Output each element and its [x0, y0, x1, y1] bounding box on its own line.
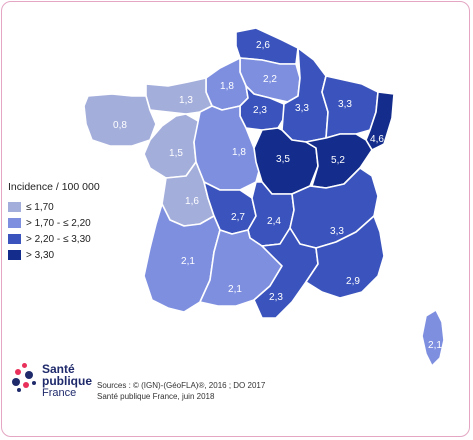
sources-note: Sources : © (IGN)-(GéoFLA)®, 2016 ; DO 2…: [97, 380, 265, 402]
logo-line3: France: [42, 387, 77, 399]
region-value-label: 1,8: [220, 81, 234, 92]
logo-line2: publique: [42, 374, 92, 388]
legend-label: > 3,30: [26, 249, 55, 261]
legend-item: > 2,20 - ≤ 3,30: [8, 231, 100, 247]
legend-swatch: [8, 250, 21, 260]
region-value-label: 2,6: [256, 40, 270, 51]
legend-item: > 1,70 - ≤ 2,20: [8, 215, 100, 231]
legend-item: ≤ 1,70: [8, 199, 100, 215]
legend-swatch: [8, 234, 21, 244]
region-value-label: 2,1: [228, 284, 242, 295]
region-lorraine: [321, 75, 379, 139]
legend-swatch: [8, 202, 21, 212]
region-value-label: 3,3: [330, 226, 344, 237]
region-value-label: 2,4: [267, 216, 281, 227]
region-value-label: 1,8: [232, 147, 246, 158]
region-value-label: 2,3: [269, 292, 283, 303]
region-value-label: 1,5: [169, 148, 183, 159]
region-value-label: 2,7: [231, 212, 245, 223]
region-value-label: 2,9: [346, 276, 360, 287]
legend-label: > 1,70 - ≤ 2,20: [26, 217, 91, 229]
logo-dots-icon: [12, 363, 38, 393]
region-languedoc-roussillon: [253, 227, 319, 319]
sante-publique-france-logo: Santé publique France: [12, 363, 92, 399]
region-value-label: 1,6: [185, 196, 199, 207]
region-value-label: 2,2: [263, 74, 277, 85]
legend: Incidence / 100 000 ≤ 1,70 > 1,70 - ≤ 2,…: [8, 181, 100, 263]
region-provence-alpes-cote-d-azur: [305, 215, 385, 299]
legend-item: > 3,30: [8, 247, 100, 263]
region-value-label: 2,3: [253, 105, 267, 116]
legend-label: ≤ 1,70: [26, 201, 54, 213]
sources-line1: Sources : © (IGN)-(GéoFLA)®, 2016 ; DO 2…: [97, 381, 266, 390]
legend-swatch: [8, 218, 21, 228]
region-value-label: 4,6: [370, 134, 384, 145]
region-value-label: 3,5: [276, 154, 290, 165]
logo-line1: Santé: [42, 362, 75, 376]
region-value-label: 3,3: [295, 103, 309, 114]
region-bourgogne: [253, 127, 319, 195]
region-value-label: 2,1: [181, 256, 195, 267]
region-value-label: 1,3: [179, 95, 193, 106]
legend-title: Incidence / 100 000: [8, 181, 100, 193]
region-value-label: 5,2: [331, 155, 345, 166]
region-value-label: 0,8: [113, 120, 127, 131]
region-corse: [421, 309, 445, 367]
region-value-label: 3,3: [338, 99, 352, 110]
sources-line2: Santé publique France, juin 2018: [97, 392, 215, 401]
region-value-label: 2,1: [428, 340, 442, 351]
legend-label: > 2,20 - ≤ 3,30: [26, 233, 91, 245]
